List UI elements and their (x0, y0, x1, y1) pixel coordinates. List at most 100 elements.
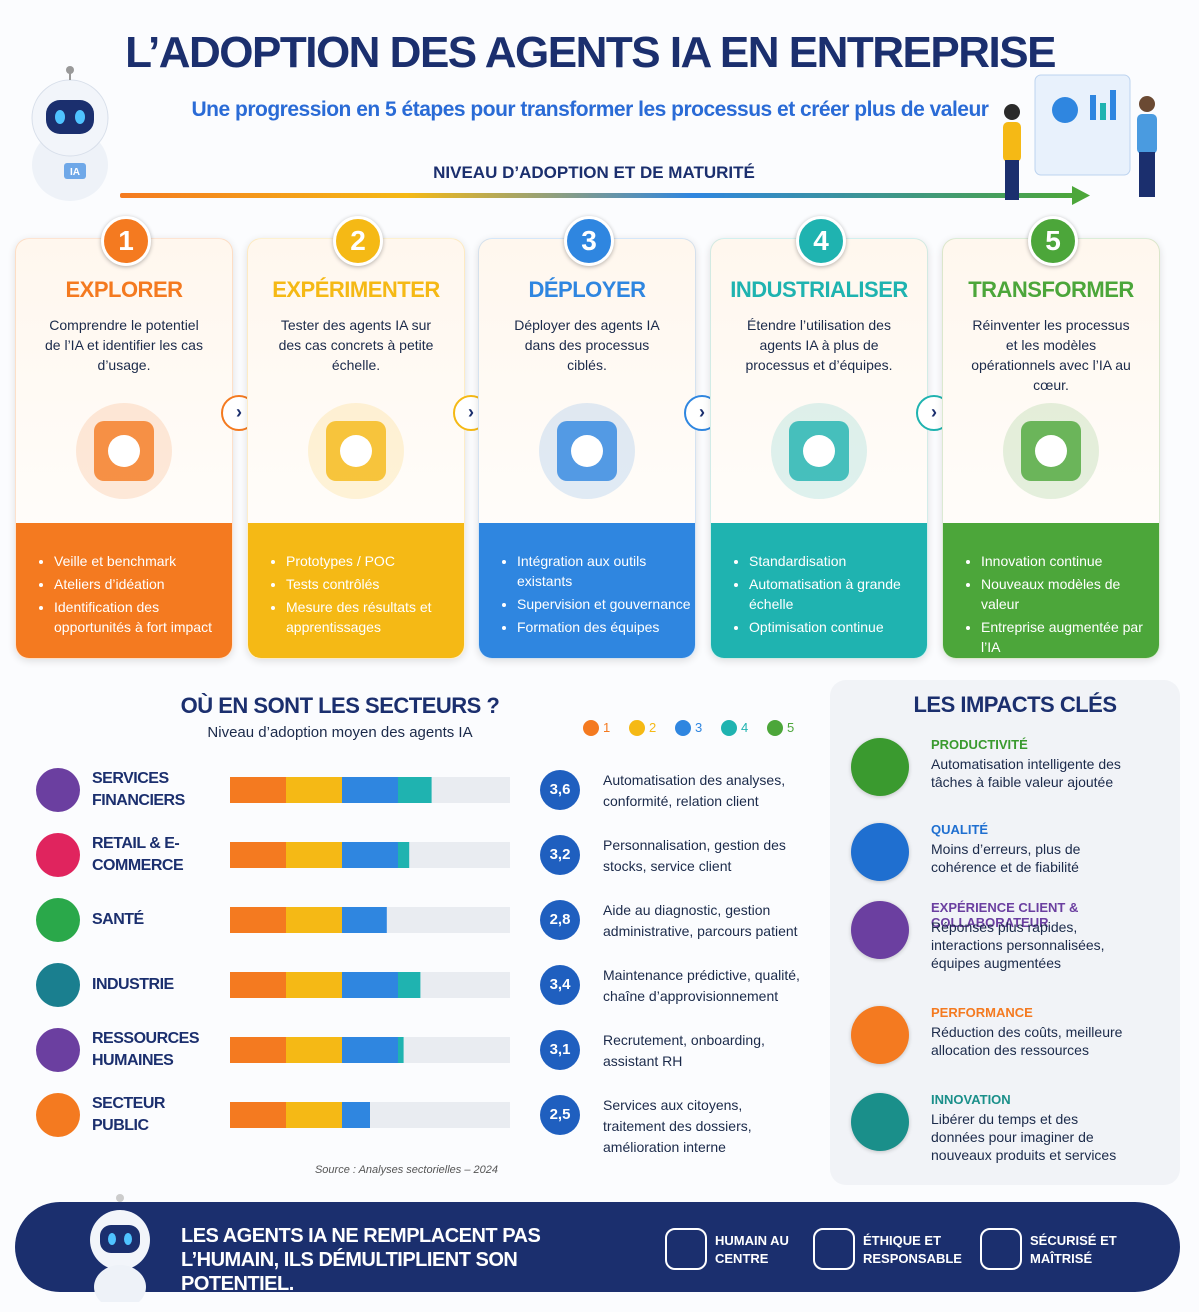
step-description: Comprendre le potentiel de l’IA et ident… (45, 317, 203, 373)
legend-label: 1 (603, 720, 611, 735)
badge-icon (980, 1228, 1022, 1270)
sector-name: SECTEUR PUBLIC (92, 1095, 165, 1134)
impact-description: Moins d’erreurs, plus de cohérence et de… (931, 841, 1081, 875)
score-badge: 2,5 (540, 1095, 580, 1135)
bullet: Formation des équipes (517, 617, 695, 637)
bar-fill (230, 1037, 404, 1063)
step-illustration (771, 403, 867, 499)
bar-segment (230, 842, 286, 868)
bullet: Tests contrôlés (286, 574, 464, 594)
sector-description: Services aux citoyens, traitement des do… (603, 1097, 752, 1155)
footer-banner (15, 1202, 1180, 1292)
bar-segment (398, 777, 432, 803)
impacts-title: LES IMPACTS CLÉS (913, 692, 1117, 717)
bullet: Ateliers d’idéation (54, 574, 232, 594)
step-card: EXPLORER Comprendre le potentiel de l’IA … (15, 238, 233, 659)
progress-arrow (120, 193, 1075, 198)
title: L’ADOPTION DES AGENTS IA EN ENTREPRISE (125, 28, 1056, 77)
step-bullets-bg (16, 523, 232, 658)
sector-icon (36, 1028, 80, 1072)
sector-description: Recrutement, onboarding, assistant RH (603, 1032, 765, 1069)
step-bullets-bg (943, 523, 1159, 658)
sector-description: Personnalisation, gestion des stocks, se… (603, 837, 786, 874)
legend-dot (767, 720, 783, 736)
stacked-bar (230, 842, 410, 868)
score-badge: 3,4 (540, 965, 580, 1005)
sector-name: RESSOURCES HUMAINES (92, 1030, 200, 1069)
robot-badge: IA (70, 167, 80, 178)
legend-dot (583, 720, 599, 736)
step-bullets: Prototypes / POC Tests contrôlés Mesure de… (268, 551, 464, 640)
subtitle: Une progression en 5 étapes pour transfo… (191, 98, 989, 121)
bar-segment (286, 842, 342, 868)
bar-segment (342, 972, 398, 998)
impact-icon (851, 1093, 909, 1151)
step-illustration (76, 403, 172, 499)
bullet: Standardisation (749, 551, 927, 571)
score-badge: 3,1 (540, 1030, 580, 1070)
bullet: Mesure des résultats et apprentissages (286, 597, 464, 637)
step-title: DÉPLOYER (528, 277, 646, 302)
arrow-head (1072, 186, 1090, 205)
step-number: 1 (101, 216, 151, 266)
step-illustration (539, 403, 635, 499)
source: Source : Analyses sectorielles – 2024 (314, 1164, 498, 1176)
bullet: Veille et benchmark (54, 551, 232, 571)
sectors-subtitle: Niveau d’adoption moyen des agents IA (207, 724, 473, 741)
bullet: Entreprise augmentée par l’IA (981, 617, 1159, 657)
bullet: Innovation continue (981, 551, 1159, 571)
bar-segment (342, 1102, 370, 1128)
sector-name: INDUSTRIE (92, 976, 174, 993)
legend-dot (675, 720, 691, 736)
step-description: Tester des agents IA sur des cas concret… (278, 317, 434, 373)
step-title: EXPÉRIMENTER (272, 277, 440, 302)
impact-title: INNOVATION (931, 1092, 1011, 1107)
bullet: Prototypes / POC (286, 551, 464, 571)
step-bullets: Intégration aux outils existants Supervis… (499, 551, 695, 640)
bar-segment (286, 1102, 342, 1128)
bar-segment (286, 907, 342, 933)
step-bullets: Innovation continue Nouveaux modèles de v… (963, 551, 1159, 658)
step-bullets-bg (711, 523, 927, 658)
illustration-shape (1035, 435, 1067, 467)
bar-segment (230, 777, 286, 803)
impact-description: Automatisation intelligente des tâches à… (931, 756, 1121, 790)
bar-fill (230, 842, 410, 868)
bar-segment (342, 907, 387, 933)
badge-icon (813, 1228, 855, 1270)
legend-label: 4 (741, 720, 749, 735)
step-card: TRANSFORMER Réinventer les processus et l… (942, 238, 1160, 659)
bar-fill (230, 972, 421, 998)
bar-segment (286, 1037, 342, 1063)
bar-fill (230, 1102, 370, 1128)
step-bullets-bg (479, 523, 695, 658)
bar-segment (230, 1102, 286, 1128)
step-illustration (1003, 403, 1099, 499)
illustration-shape (803, 435, 835, 467)
bullet: Nouveaux modèles de valeur (981, 574, 1159, 614)
step-bullets-bg (248, 523, 464, 658)
dashboard-people (1003, 74, 1157, 200)
step-card: DÉPLOYER Déployer des agents IA dans des … (478, 238, 696, 659)
footer-message: LES AGENTS IA NE REMPLACENT PAS L’HUMAIN… (181, 1225, 541, 1295)
step-number: 5 (1028, 216, 1078, 266)
legend-label: 3 (695, 720, 703, 735)
bar-segment (342, 842, 398, 868)
robot (31, 66, 109, 201)
decor: IA (31, 66, 1157, 205)
impact-title: PRODUCTIVITÉ (931, 737, 1028, 752)
impact-description: Réduction des coûts, meilleure allocatio… (931, 1024, 1123, 1058)
impact-title: EXPÉRIENCE CLIENT & COLLABORATEUR (931, 900, 1079, 930)
impact-icon (851, 901, 909, 959)
sector-icon (36, 1093, 80, 1137)
score-badge: 3,6 (540, 770, 580, 810)
step-description: Étendre l’utilisation des agents IA à pl… (745, 317, 893, 373)
impact-icon (851, 1006, 909, 1064)
bar-segment (286, 777, 342, 803)
illustration-shape (340, 435, 372, 467)
bullet: Intégration aux outils existants (517, 551, 695, 591)
score-badge: 3,2 (540, 835, 580, 875)
impact-icon (851, 738, 909, 796)
step-title: TRANSFORMER (968, 277, 1134, 302)
stacked-bar (230, 972, 421, 998)
